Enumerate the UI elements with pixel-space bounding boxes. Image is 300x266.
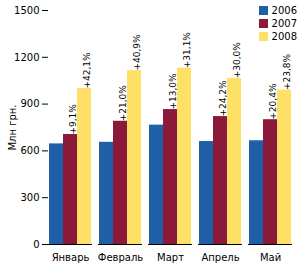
- svg-text:Март: Март: [157, 252, 184, 263]
- svg-text:+24,2%: +24,2%: [218, 80, 228, 117]
- svg-text:+23,8%: +23,8%: [282, 53, 292, 90]
- svg-text:+20,4%: +20,4%: [268, 83, 278, 120]
- svg-text:Апрель: Апрель: [201, 252, 239, 263]
- svg-text:+9,1%: +9,1%: [68, 104, 78, 135]
- svg-text:+42,1%: +42,1%: [82, 52, 92, 89]
- html-text:2007: 2007: [271, 18, 297, 29]
- html-text:2008: 2008: [271, 31, 297, 42]
- svg-text:300: 300: [20, 192, 39, 203]
- svg-text:Февраль: Февраль: [98, 252, 144, 263]
- svg-text:+13,0%: +13,0%: [168, 73, 178, 110]
- svg-text:1200: 1200: [14, 52, 39, 63]
- svg-text:1500: 1500: [14, 5, 39, 16]
- svg-text:+30,0%: +30,0%: [232, 42, 242, 79]
- html-text:2006: 2006: [271, 5, 297, 16]
- svg-text:0: 0: [33, 239, 39, 250]
- svg-text:+40,9%: +40,9%: [132, 34, 142, 71]
- svg-text:Май: Май: [260, 252, 281, 263]
- svg-text:+31,1%: +31,1%: [182, 32, 192, 69]
- svg-text:Млн грн.: Млн грн.: [7, 104, 18, 150]
- svg-text:Январь: Январь: [52, 252, 90, 263]
- svg-text:+21,0%: +21,0%: [118, 85, 128, 122]
- svg-text:600: 600: [20, 145, 39, 156]
- svg-text:900: 900: [20, 98, 39, 109]
